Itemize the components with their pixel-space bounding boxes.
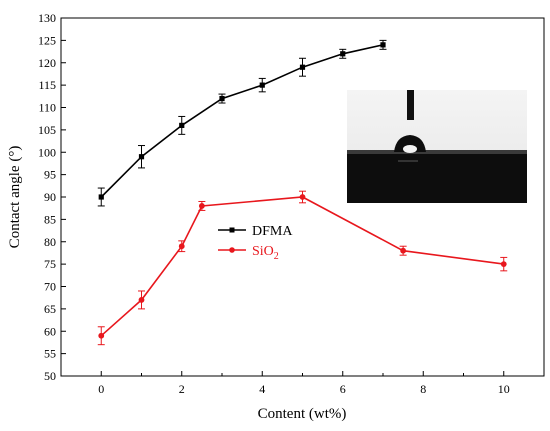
y-axis-title: Contact angle (°) [7, 146, 23, 249]
y-tick-label: 125 [38, 33, 56, 47]
y-tick-label: 65 [44, 302, 56, 316]
y-tick-label: 95 [44, 168, 56, 182]
y-tick-label: 110 [38, 101, 56, 115]
legend: DFMA SiO2 [218, 224, 293, 262]
x-tick-label: 4 [259, 382, 265, 396]
y-tick-label: 105 [38, 123, 56, 137]
droplet-photo-icon [347, 90, 527, 203]
y-tick-label: 50 [44, 369, 56, 383]
y-tick-label: 100 [38, 145, 56, 159]
data-point-dfma [340, 51, 346, 57]
data-point-sio2 [178, 243, 185, 250]
y-tick-label: 130 [38, 11, 56, 25]
series-layer [97, 39, 508, 346]
data-point-sio2 [299, 194, 306, 200]
legend-marker-dfma [229, 227, 235, 233]
x-tick-label: 8 [420, 382, 426, 396]
y-tick-label: 115 [38, 78, 56, 92]
data-point-dfma [98, 194, 104, 200]
series-line-sio2 [100, 196, 504, 337]
data-point-dfma [138, 154, 145, 160]
y-tick-label: 120 [38, 56, 56, 70]
y-tick-label: 75 [44, 257, 56, 271]
series-line-dfma [100, 44, 384, 198]
data-point-dfma [219, 95, 225, 102]
y-tick-label: 70 [44, 280, 56, 294]
data-point-sio2 [138, 297, 145, 303]
y-axis-ticks: 50 55 60 65 70 75 80 85 90 95 100 105 110 115 120 125 13… [38, 11, 66, 383]
x-tick-label: 2 [179, 382, 185, 396]
data-point-dfma [299, 64, 306, 70]
data-point-dfma [380, 42, 386, 48]
y-tick-label: 80 [44, 235, 56, 249]
y-tick-label: 60 [44, 324, 56, 338]
y-tick-label: 90 [44, 190, 56, 204]
x-axis-title: Content (wt%) [258, 406, 347, 422]
legend-label-dfma: DFMA [252, 224, 293, 239]
legend-label-sio2: SiO2 [252, 244, 279, 262]
y-tick-label: 55 [44, 347, 56, 361]
data-point-dfma [259, 82, 265, 88]
data-point-sio2 [98, 332, 105, 339]
data-point-sio2 [500, 261, 507, 268]
y-tick-label: 85 [44, 212, 56, 226]
data-point-sio2 [198, 203, 205, 209]
legend-marker-sio2 [229, 247, 235, 253]
x-tick-label: 10 [498, 382, 510, 396]
data-point-dfma [179, 122, 185, 128]
x-axis-ticks: 0 2 4 6 8 10 [98, 371, 510, 396]
x-tick-label: 6 [340, 382, 346, 396]
data-point-sio2 [400, 247, 407, 254]
x-tick-label: 0 [98, 382, 104, 396]
